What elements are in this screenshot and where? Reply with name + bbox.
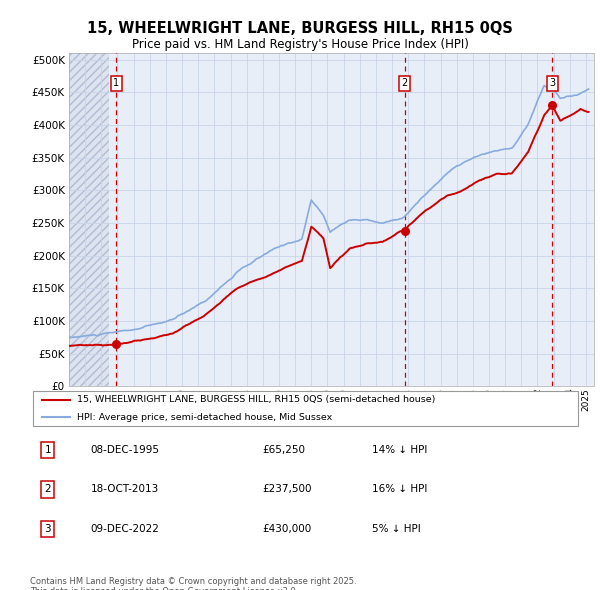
Text: £65,250: £65,250 (262, 445, 305, 455)
Text: 09-DEC-2022: 09-DEC-2022 (91, 524, 160, 534)
Text: 08-DEC-1995: 08-DEC-1995 (91, 445, 160, 455)
Text: 1: 1 (44, 445, 51, 455)
Text: 15, WHEELWRIGHT LANE, BURGESS HILL, RH15 0QS: 15, WHEELWRIGHT LANE, BURGESS HILL, RH15… (87, 21, 513, 35)
Text: Contains HM Land Registry data © Crown copyright and database right 2025.
This d: Contains HM Land Registry data © Crown c… (30, 577, 356, 590)
Text: HPI: Average price, semi-detached house, Mid Sussex: HPI: Average price, semi-detached house,… (77, 413, 332, 422)
Text: 5% ↓ HPI: 5% ↓ HPI (372, 524, 421, 534)
Text: 2: 2 (402, 78, 408, 88)
Text: 3: 3 (549, 78, 556, 88)
Text: £237,500: £237,500 (262, 484, 311, 494)
Text: 16% ↓ HPI: 16% ↓ HPI (372, 484, 428, 494)
Text: 3: 3 (44, 524, 51, 534)
Text: £430,000: £430,000 (262, 524, 311, 534)
Text: 1: 1 (113, 78, 119, 88)
Text: 15, WHEELWRIGHT LANE, BURGESS HILL, RH15 0QS (semi-detached house): 15, WHEELWRIGHT LANE, BURGESS HILL, RH15… (77, 395, 435, 404)
Text: 18-OCT-2013: 18-OCT-2013 (91, 484, 159, 494)
FancyBboxPatch shape (33, 391, 578, 426)
Text: 2: 2 (44, 484, 51, 494)
Text: Price paid vs. HM Land Registry's House Price Index (HPI): Price paid vs. HM Land Registry's House … (131, 38, 469, 51)
Text: 14% ↓ HPI: 14% ↓ HPI (372, 445, 428, 455)
